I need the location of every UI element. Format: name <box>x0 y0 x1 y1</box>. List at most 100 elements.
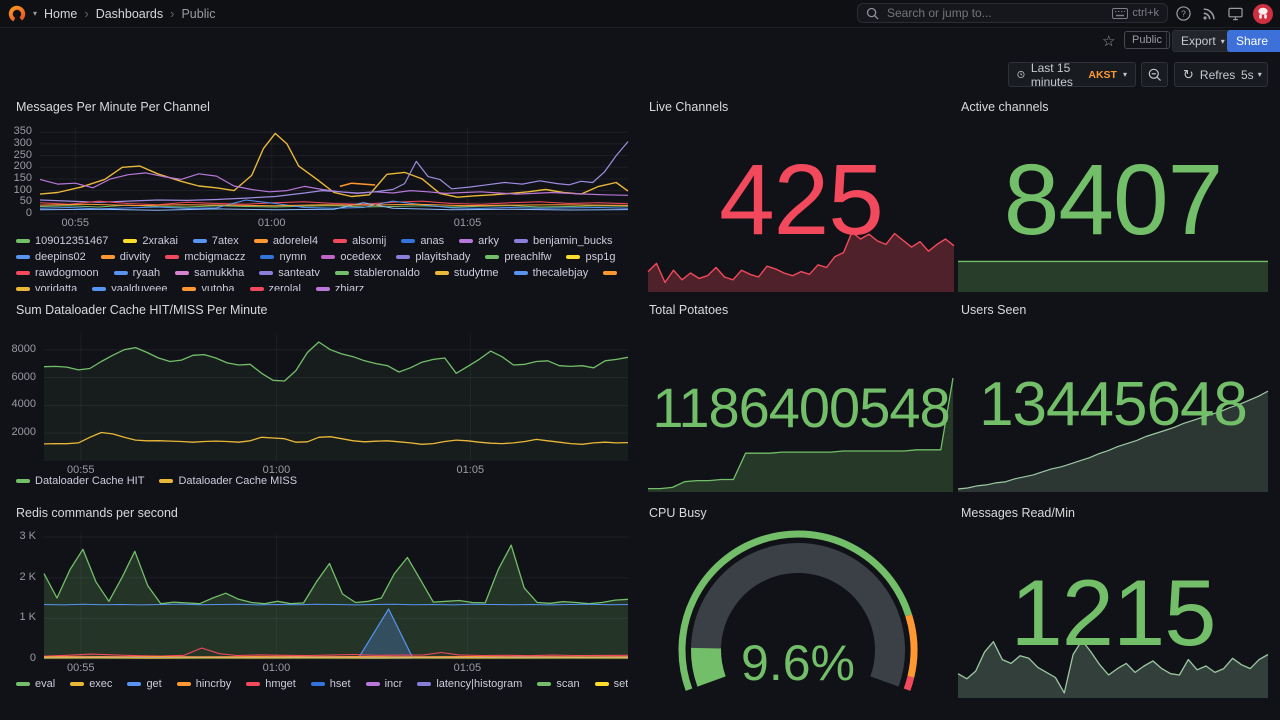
monitor-icon[interactable] <box>1224 0 1246 27</box>
legend-label: santeatv <box>278 267 320 279</box>
dataloader-chart[interactable]: 2000 4000 6000 8000 00:55 01:00 01:05 <box>8 333 629 477</box>
legend-swatch <box>603 271 618 275</box>
breadcrumb-dashboards[interactable]: Dashboards <box>95 6 164 21</box>
legend-swatch <box>537 682 552 686</box>
legend-item[interactable]: samukkha <box>175 267 244 279</box>
x-axis-tick-label: 01:05 <box>456 464 485 476</box>
help-icon[interactable]: ? <box>1172 0 1194 27</box>
legend-item[interactable]: divvity <box>100 251 150 263</box>
cpu-busy-gauge[interactable] <box>667 522 929 712</box>
legend-item[interactable]: ryaah <box>113 267 160 279</box>
legend-item[interactable]: exec <box>70 678 112 690</box>
legend-item[interactable]: zhiarz <box>315 283 365 291</box>
legend-label: Dataloader Cache HIT <box>35 475 145 487</box>
org-switcher-chevron-icon[interactable]: ▾ <box>33 9 38 18</box>
panel-title-users-seen[interactable]: Users Seen <box>961 303 1027 317</box>
legend-label: adorelel4 <box>272 235 319 247</box>
refresh-interval-dropdown[interactable]: 5s ▾ <box>1235 62 1268 87</box>
y-axis-tick-label: 300 <box>13 136 32 149</box>
export-button[interactable]: Export ▾ <box>1172 30 1234 52</box>
legend-item[interactable]: studytme <box>434 267 499 279</box>
legend-item[interactable]: anas <box>401 235 444 247</box>
redis-chart[interactable]: 0 1 K 2 K 3 K 00:55 01:00 01:05 <box>8 530 629 675</box>
legend-item[interactable]: benjamin_bucks <box>513 235 612 247</box>
refresh-button[interactable]: ↻ Refresh <box>1174 62 1242 87</box>
legend-item[interactable]: zerolal <box>249 283 301 291</box>
y-axis-tick-label: 0 <box>29 652 36 664</box>
legend-swatch <box>566 255 581 259</box>
panel-title-dataloader[interactable]: Sum Dataloader Cache HIT/MISS Per Minute <box>16 303 268 317</box>
search-bar[interactable]: ctrl+k <box>857 3 1168 23</box>
search-input[interactable] <box>885 5 1107 21</box>
panel-title-active-channels[interactable]: Active channels <box>961 100 1049 114</box>
legend-item[interactable]: Dataloader Cache MISS <box>159 475 297 487</box>
active-channels-sparkline[interactable] <box>958 224 1268 292</box>
legend-swatch <box>253 239 268 243</box>
legend-label: latency|histogram <box>436 678 523 690</box>
legend-label: playitshady <box>415 251 471 263</box>
legend-item[interactable]: hmget <box>246 678 296 690</box>
breadcrumb-home[interactable]: Home <box>44 6 78 21</box>
messages-read-sparkline[interactable] <box>957 634 1269 698</box>
users-seen-sparkline[interactable] <box>957 376 1269 492</box>
cpu-busy-value: 9.6% <box>741 635 855 691</box>
y-axis-tick-label: 8000 <box>11 342 36 355</box>
legend-item[interactable]: vutoba <box>182 283 235 291</box>
panel-title-cpu-busy[interactable]: CPU Busy <box>649 506 707 520</box>
legend-label: vutoba <box>201 283 235 291</box>
legend-item[interactable]: stableronaldo <box>334 267 420 279</box>
legend-item[interactable]: set <box>594 678 628 690</box>
legend-item[interactable]: vaalduveee <box>92 283 167 291</box>
star-icon[interactable]: ☆ <box>1102 33 1116 50</box>
legend-item[interactable]: eval <box>16 678 55 690</box>
legend-item[interactable]: ocedexx <box>321 251 381 263</box>
news-rss-icon[interactable] <box>1198 0 1220 27</box>
legend-item[interactable]: nymn <box>260 251 306 263</box>
total-potatoes-sparkline[interactable] <box>648 377 954 492</box>
user-avatar[interactable] <box>1250 0 1276 27</box>
live-channels-sparkline[interactable] <box>647 224 955 292</box>
zoom-out-button[interactable] <box>1141 62 1168 87</box>
legend-item[interactable]: 109012351467 <box>16 235 108 247</box>
legend-item[interactable]: scan <box>537 678 580 690</box>
legend-item[interactable]: arky <box>459 235 499 247</box>
legend-item[interactable]: preachlfw <box>485 251 551 263</box>
grafana-logo[interactable] <box>8 5 26 23</box>
legend-item[interactable]: 2xrakai <box>123 235 178 247</box>
legend-item[interactable]: deepins02 <box>16 251 86 263</box>
panel-title-messages[interactable]: Messages Per Minute Per Channel <box>16 100 210 114</box>
legend-item[interactable]: adorelel4 <box>253 235 319 247</box>
legend-item[interactable]: get <box>127 678 162 690</box>
legend-item[interactable]: hincrby <box>176 678 231 690</box>
legend-item[interactable]: latency|histogram <box>417 678 522 690</box>
panel-title-total-potatoes[interactable]: Total Potatoes <box>649 303 729 317</box>
panel-title-redis[interactable]: Redis commands per second <box>16 506 178 520</box>
legend-item[interactable]: toptierkid <box>603 267 620 279</box>
legend-label: stableronaldo <box>353 267 420 279</box>
legend-item[interactable]: santeatv <box>259 267 320 279</box>
legend-item[interactable]: voridatta <box>16 283 77 291</box>
share-button[interactable]: Share ▾ <box>1227 30 1280 52</box>
legend-item[interactable]: thecalebjay <box>513 267 588 279</box>
panel-title-messages-read[interactable]: Messages Read/Min <box>961 506 1075 520</box>
legend-item[interactable]: 7atex <box>192 235 239 247</box>
legend-item[interactable]: playitshady <box>396 251 470 263</box>
legend-item[interactable]: incr <box>365 678 402 690</box>
y-axis-tick-label: 1 K <box>19 611 36 624</box>
legend-item[interactable]: alsomij <box>333 235 386 247</box>
messages-per-minute-chart[interactable]: 0 50 100 150 200 250 300 350 00:55 01:00 01:05 <box>8 125 629 230</box>
time-range-picker[interactable]: Last 15 minutes AKST ▾ <box>1008 61 1136 89</box>
legend-item[interactable]: rawdogmoon <box>16 267 99 279</box>
legend-label: anas <box>420 235 445 247</box>
panel-title-live-channels[interactable]: Live Channels <box>649 100 729 114</box>
legend-item[interactable]: mcbigmaczz <box>165 251 245 263</box>
legend-label: deepins02 <box>35 251 86 263</box>
legend-label: nymn <box>279 251 307 263</box>
legend-label: scan <box>556 678 580 690</box>
legend-item[interactable]: Dataloader Cache HIT <box>16 475 144 487</box>
legend-item[interactable]: hset <box>310 678 351 690</box>
y-axis-tick-label: 2000 <box>11 426 36 439</box>
x-axis-tick-label: 01:00 <box>257 217 286 229</box>
legend-label: zhiarz <box>334 283 365 291</box>
legend-item[interactable]: psp1g <box>566 251 615 263</box>
